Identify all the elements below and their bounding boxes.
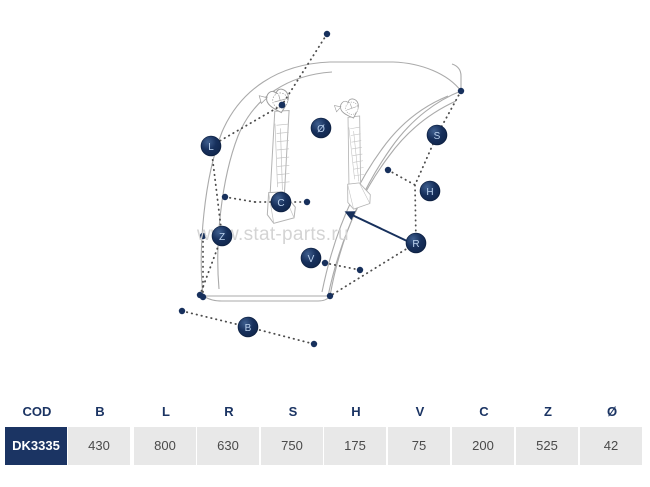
svg-text:R: R [412,239,419,250]
svg-text:S: S [434,131,441,142]
svg-text:H: H [426,187,433,198]
svg-text:Z: Z [219,232,225,243]
svg-text:B: B [245,323,252,334]
svg-text:L: L [208,142,214,153]
svg-text:V: V [308,254,315,265]
svg-text:Ø: Ø [317,124,325,135]
svg-text:C: C [277,198,284,209]
